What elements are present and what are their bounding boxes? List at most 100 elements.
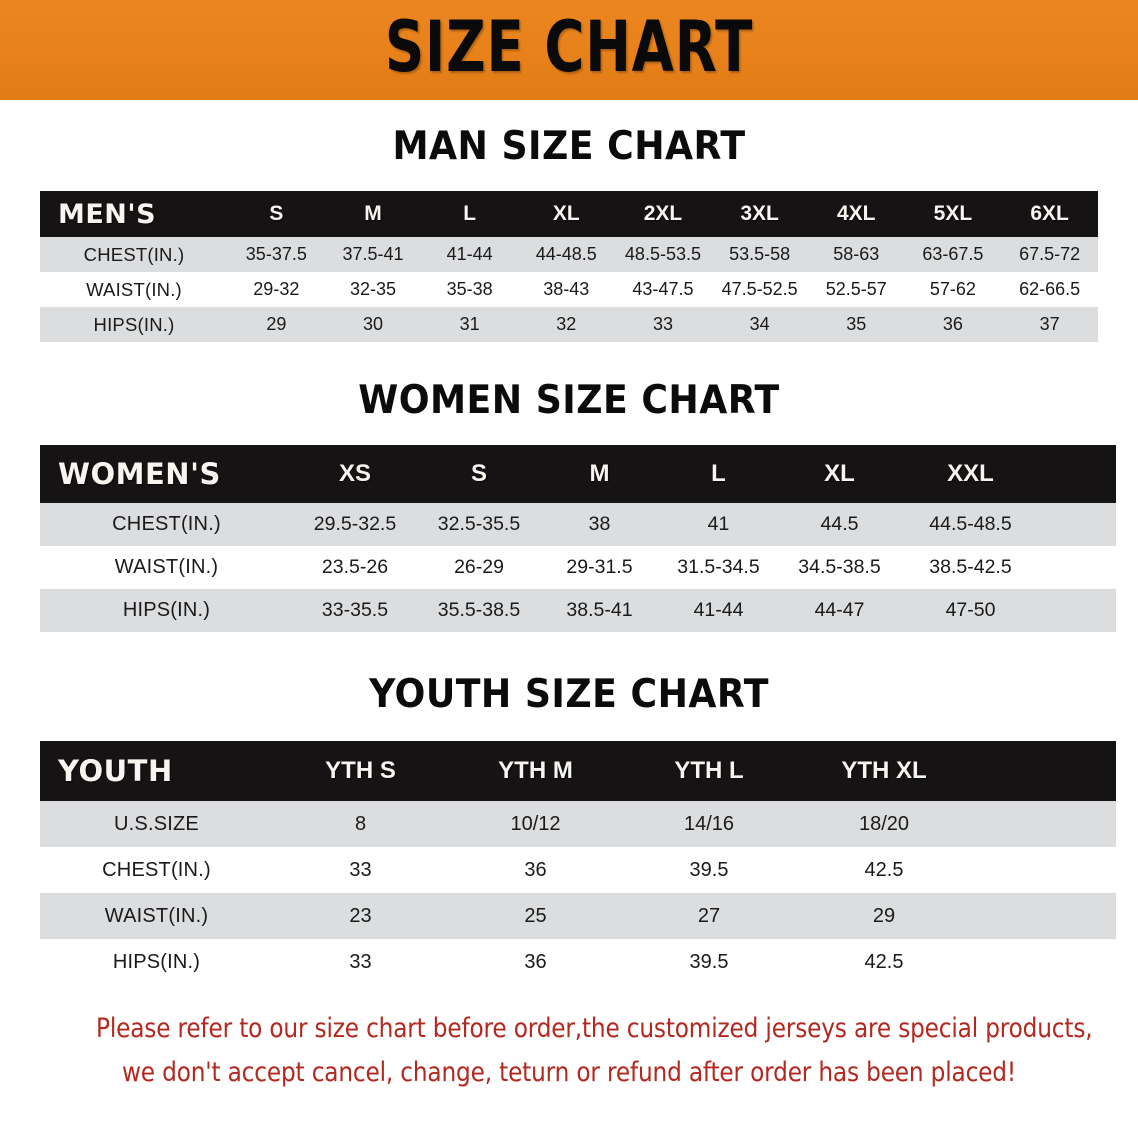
youth-size-table-wrapper: YOUTH YTH S YTH M YTH L YTH XL U.S.SIZE …	[40, 741, 1116, 985]
man-cell-chest-2: 41-44	[446, 244, 493, 264]
women-cell-waist-spacer	[1041, 546, 1116, 589]
table-row: CHEST(IN.) 35-37.5 37.5-41 41-44 44-48.5…	[40, 237, 1098, 272]
man-col-header-6: 4XL	[837, 202, 876, 225]
man-col-header-8: 6XL	[1030, 202, 1069, 225]
youth-size-table: YOUTH YTH S YTH M YTH L YTH XL U.S.SIZE …	[40, 741, 1116, 985]
man-cell-waist-6: 52.5-57	[825, 279, 887, 299]
man-cell-chest-5: 53.5-58	[729, 244, 791, 264]
man-section-title: MAN SIZE CHART	[392, 124, 746, 169]
youth-cell-us-size-2: 14/16	[683, 812, 735, 835]
women-cell-chest-2: 38	[588, 513, 611, 535]
table-row: CHEST(IN.) 33 36 39.5 42.5	[40, 847, 1116, 893]
women-size-table-wrapper: WOMEN'S XS S M L XL XXL CHEST(IN.) 29.5-…	[40, 445, 1116, 632]
women-cell-waist-4: 34.5-38.5	[798, 556, 881, 578]
man-cell-chest-7: 63-67.5	[922, 244, 984, 264]
youth-cell-waist-3: 29	[872, 904, 896, 927]
youth-corner-label: YOUTH	[58, 754, 173, 788]
women-cell-waist-1: 26-29	[454, 556, 504, 578]
man-table-body: CHEST(IN.) 35-37.5 37.5-41 41-44 44-48.5…	[40, 237, 1098, 342]
man-cell-waist-5: 47.5-52.5	[721, 279, 798, 299]
youth-cell-hips-3: 42.5	[864, 950, 904, 973]
man-row-label-chest: CHEST(IN.)	[83, 243, 185, 265]
women-cell-hips-0: 33-35.5	[321, 599, 389, 621]
page-title: SIZE CHART	[384, 6, 754, 88]
youth-header-row: YOUTH YTH S YTH M YTH L YTH XL	[40, 741, 1116, 801]
man-size-table-wrapper: MEN'S S M L XL 2XL 3XL 4XL 5XL 6XL CHEST…	[40, 191, 1098, 342]
man-cell-waist-7: 57-62	[929, 279, 976, 299]
youth-row-label-chest: CHEST(IN.)	[102, 858, 211, 881]
women-cell-hips-3: 41-44	[693, 599, 744, 621]
man-cell-hips-8: 37	[1039, 314, 1060, 334]
man-size-table: MEN'S S M L XL 2XL 3XL 4XL 5XL 6XL CHEST…	[40, 191, 1098, 342]
women-cell-hips-2: 38.5-41	[566, 599, 633, 621]
women-cell-waist-2: 29-31.5	[566, 556, 633, 578]
man-cell-waist-8: 62-66.5	[1019, 279, 1081, 299]
youth-cell-waist-0: 23	[349, 904, 372, 927]
women-size-table: WOMEN'S XS S M L XL XXL CHEST(IN.) 29.5-…	[40, 445, 1116, 632]
man-cell-hips-7: 36	[942, 314, 963, 334]
man-cell-waist-4: 43-47.5	[632, 279, 694, 299]
women-cell-chest-4: 44.5	[820, 513, 859, 535]
youth-cell-hips-0: 33	[349, 950, 372, 973]
women-col-header-2: M	[589, 460, 610, 487]
page-banner: SIZE CHART	[0, 0, 1138, 100]
women-row-label-waist: WAIST(IN.)	[114, 556, 219, 578]
table-row: WAIST(IN.) 23.5-26 26-29 29-31.5 31.5-34…	[40, 546, 1116, 589]
youth-cell-us-size-1: 10/12	[510, 812, 561, 835]
man-cell-chest-1: 37.5-41	[342, 244, 404, 264]
table-row: WAIST(IN.) 29-32 32-35 35-38 38-43 43-47…	[40, 272, 1098, 307]
women-corner-label: WOMEN'S	[58, 457, 221, 491]
man-cell-chest-3: 44-48.5	[535, 244, 597, 264]
youth-cell-waist-1: 25	[524, 904, 547, 927]
man-cell-hips-0: 29	[266, 314, 287, 334]
return-policy-disclaimer: Please refer to our size chart before or…	[19, 1007, 1119, 1094]
man-col-header-4: 2XL	[643, 202, 683, 225]
disclaimer-line-1: Please refer to our size chart before or…	[96, 1013, 1093, 1044]
man-cell-hips-6: 35	[846, 314, 867, 334]
youth-cell-us-size-0: 8	[354, 812, 367, 835]
youth-cell-hips-1: 36	[524, 950, 547, 973]
man-cell-chest-6: 58-63	[833, 244, 880, 264]
youth-col-header-spacer	[973, 741, 1116, 801]
women-col-header-0: XS	[338, 460, 371, 487]
youth-col-header-2: YTH L	[674, 757, 744, 784]
table-row: HIPS(IN.) 33-35.5 35.5-38.5 38.5-41 41-4…	[40, 589, 1116, 632]
women-header-row: WOMEN'S XS S M L XL XXL	[40, 445, 1116, 503]
women-cell-chest-spacer	[1041, 503, 1116, 546]
women-cell-waist-5: 38.5-42.5	[929, 556, 1012, 578]
women-table-header: WOMEN'S XS S M L XL XXL	[40, 445, 1116, 503]
youth-cell-hips-2: 39.5	[689, 950, 729, 973]
youth-cell-chest-3: 42.5	[864, 858, 904, 881]
youth-cell-chest-2: 39.5	[689, 858, 729, 881]
man-row-label-hips: HIPS(IN.)	[93, 313, 175, 335]
youth-cell-waist-spacer	[973, 893, 1116, 939]
man-cell-hips-2: 31	[459, 314, 480, 334]
man-cell-waist-0: 29-32	[253, 279, 300, 299]
table-row: HIPS(IN.) 33 36 39.5 42.5	[40, 939, 1116, 985]
table-row: CHEST(IN.) 29.5-32.5 32.5-35.5 38 41 44.…	[40, 503, 1116, 546]
man-cell-hips-3: 32	[556, 314, 577, 334]
women-row-label-hips: HIPS(IN.)	[122, 599, 211, 621]
table-row: HIPS(IN.) 29 30 31 32 33 34 35 36 37	[40, 307, 1098, 342]
disclaimer-line-2: we don't accept cancel, change, teturn o…	[121, 1056, 1016, 1088]
youth-cell-us-size-spacer	[973, 801, 1116, 847]
women-cell-chest-5: 44.5-48.5	[929, 513, 1012, 535]
man-cell-waist-3: 38-43	[543, 279, 590, 299]
youth-col-header-3: YTH XL	[841, 757, 927, 784]
youth-cell-chest-1: 36	[524, 858, 547, 881]
man-cell-chest-4: 48.5-53.5	[624, 244, 701, 264]
man-col-header-1: M	[364, 202, 382, 225]
man-cell-hips-1: 30	[362, 314, 383, 334]
man-header-row: MEN'S S M L XL 2XL 3XL 4XL 5XL 6XL	[40, 191, 1098, 237]
man-col-header-2: L	[463, 202, 477, 225]
women-section-title: WOMEN SIZE CHART	[358, 378, 780, 423]
man-cell-waist-2: 35-38	[446, 279, 493, 299]
man-cell-chest-0: 35-37.5	[245, 244, 307, 264]
youth-col-header-1: YTH M	[498, 757, 573, 784]
women-col-header-5: XXL	[947, 460, 994, 487]
women-cell-chest-0: 29.5-32.5	[313, 513, 397, 535]
youth-cell-waist-2: 27	[697, 904, 721, 927]
youth-cell-hips-spacer	[973, 939, 1116, 985]
man-cell-hips-5: 34	[749, 314, 770, 334]
women-col-header-1: S	[470, 460, 487, 487]
